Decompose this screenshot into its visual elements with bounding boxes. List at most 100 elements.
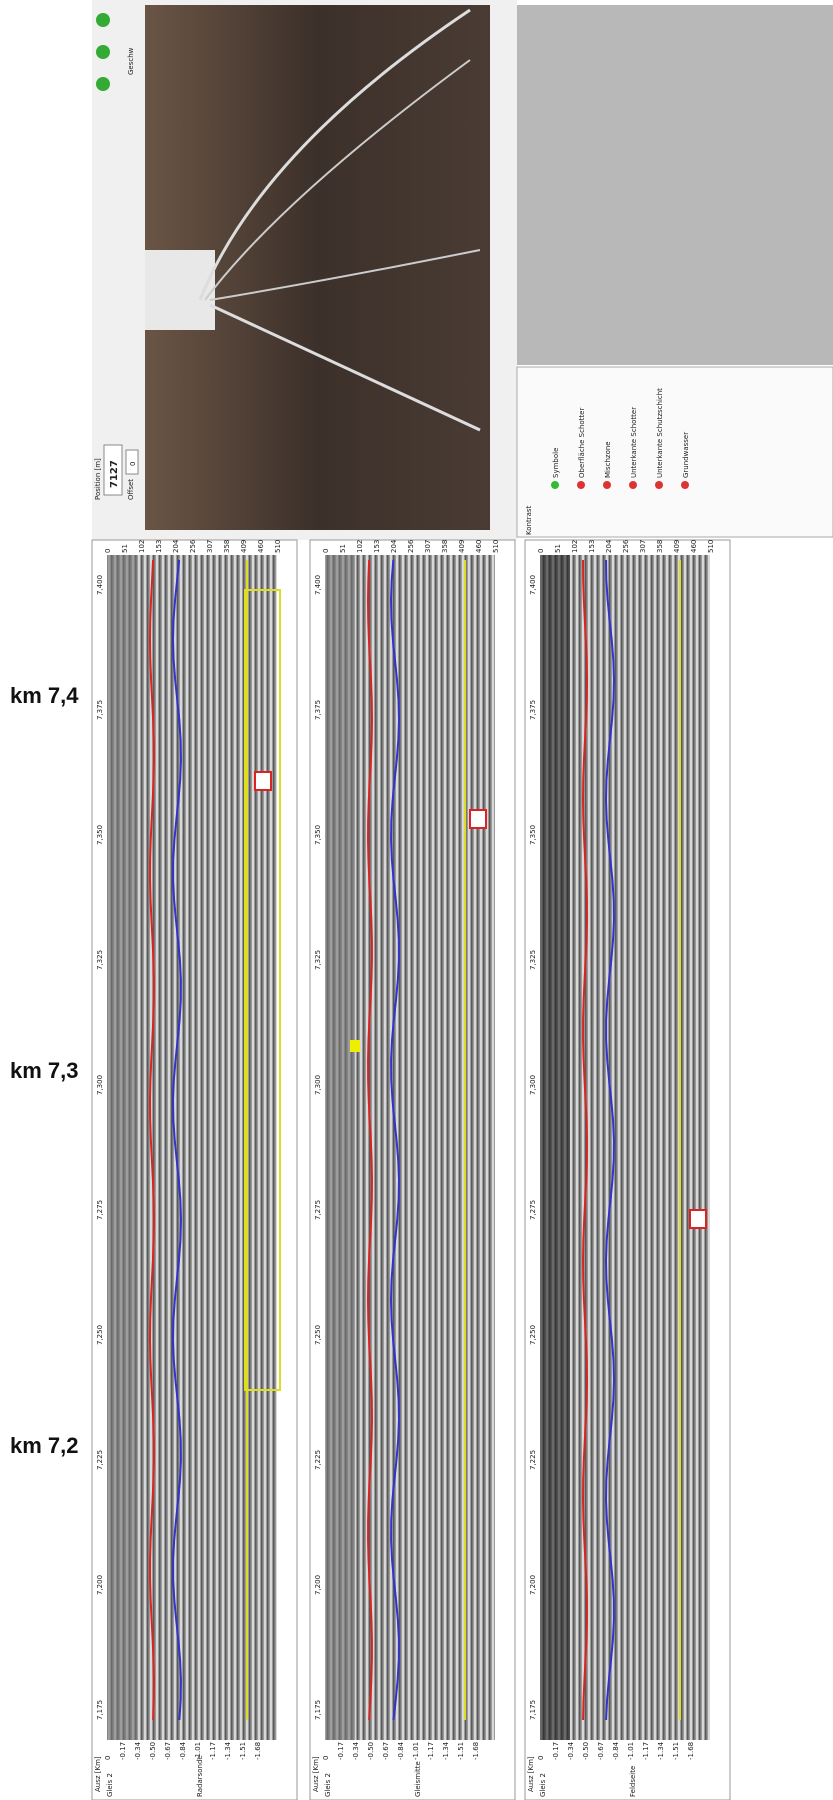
axis-title: Ausz [Km] <box>527 1756 535 1792</box>
time-tick-label: 51 <box>121 544 129 553</box>
distance-tick-label: 7,200 <box>96 1575 104 1595</box>
panel-caption: Gleismitte <box>414 1761 422 1797</box>
time-tick-label: 256 <box>407 539 415 553</box>
distance-tick-label: 7,400 <box>314 575 322 595</box>
time-tick-label: 307 <box>639 540 647 553</box>
legend-dot[interactable] <box>681 481 689 489</box>
direct-wave <box>540 555 570 1740</box>
time-tick-label: 510 <box>492 540 500 553</box>
depth-tick-label: -1.51 <box>672 1742 680 1760</box>
legend-dot[interactable] <box>655 481 663 489</box>
marker[interactable] <box>350 1040 360 1052</box>
legend-item: Symbole <box>552 448 560 478</box>
distance-tick-label: 7,175 <box>96 1700 104 1720</box>
depth-tick-label: -0.50 <box>367 1742 375 1760</box>
depth-tick-label: -1.17 <box>642 1742 650 1760</box>
depth-tick-label: -1.68 <box>254 1742 262 1760</box>
distance-tick-label: 7,400 <box>96 575 104 595</box>
distance-tick-label: 7,200 <box>314 1575 322 1595</box>
panel-caption: Feldseite <box>629 1766 637 1797</box>
depth-tick-label: -1.17 <box>209 1742 217 1760</box>
direct-wave <box>325 555 355 1740</box>
legend-dot[interactable] <box>603 481 611 489</box>
time-tick-label: 204 <box>390 539 398 553</box>
distance-tick-label: 7,250 <box>96 1325 104 1345</box>
time-tick-label: 256 <box>189 539 197 553</box>
distance-tick-label: 7,200 <box>529 1575 537 1595</box>
distance-tick-label: 7,300 <box>96 1075 104 1095</box>
depth-tick-label: -0.67 <box>164 1742 172 1760</box>
time-tick-label: 409 <box>240 540 248 553</box>
offset-value: 0 <box>129 462 137 466</box>
time-tick-label: 204 <box>172 539 180 553</box>
depth-tick-label: -0.17 <box>337 1742 345 1760</box>
distance-tick-label: 7,300 <box>314 1075 322 1095</box>
legend-item: Unterkante Schotter <box>630 407 638 478</box>
depth-tick-label: -0.34 <box>567 1741 575 1760</box>
time-tick-label: 409 <box>458 540 466 553</box>
marker[interactable] <box>690 1210 706 1228</box>
legend-item: Grundwasser <box>682 432 690 478</box>
panel-caption: Radarsonde <box>196 1755 204 1797</box>
play-button[interactable] <box>96 13 110 27</box>
depth-tick-label: -0.67 <box>597 1742 605 1760</box>
depth-tick-label: -0.34 <box>352 1741 360 1760</box>
depth-tick-label: -1.34 <box>224 1741 232 1760</box>
back-button[interactable] <box>96 77 110 91</box>
position-label: Position [m] <box>94 458 102 500</box>
marker[interactable] <box>470 810 486 828</box>
offset-label: Offset <box>127 479 135 500</box>
time-tick-label: 358 <box>441 540 449 553</box>
distance-tick-label: 7,375 <box>314 700 322 720</box>
time-tick-label: 256 <box>622 539 630 553</box>
distance-tick-label: 7,275 <box>96 1200 104 1220</box>
legend-dot[interactable] <box>577 481 585 489</box>
depth-tick-label: -1.68 <box>687 1742 695 1760</box>
depth-tick-label: -0.84 <box>179 1741 187 1760</box>
channel-label: Gleis 2 <box>539 1773 547 1797</box>
axis-title: Ausz [Km] <box>312 1756 320 1792</box>
distance-tick-label: 7,225 <box>529 1450 537 1470</box>
depth-tick-label: -1.34 <box>657 1741 665 1760</box>
legend-dot[interactable] <box>551 481 559 489</box>
channel-label: Gleis 2 <box>324 1773 332 1797</box>
distance-tick-label: 7,275 <box>529 1200 537 1220</box>
legend-dot[interactable] <box>629 481 637 489</box>
depth-tick-label: -0.84 <box>612 1741 620 1760</box>
depth-tick-label: -0.17 <box>119 1742 127 1760</box>
distance-tick-label: 7,400 <box>529 575 537 595</box>
direct-wave <box>107 555 137 1740</box>
time-tick-label: 460 <box>690 540 698 553</box>
time-tick-label: 307 <box>424 540 432 553</box>
legend-item: Unterkante Schutzschicht <box>656 388 664 478</box>
depth-tick-label: -1.17 <box>427 1742 435 1760</box>
marker[interactable] <box>255 772 271 790</box>
distance-tick-label: 7,175 <box>529 1700 537 1720</box>
axis-title: Ausz [Km] <box>94 1756 102 1792</box>
distance-tick-label: 7,350 <box>314 825 322 845</box>
depth-tick-label: -1.51 <box>239 1742 247 1760</box>
depth-tick-label: -1.01 <box>627 1742 635 1760</box>
depth-tick-label: -1.34 <box>442 1741 450 1760</box>
distance-tick-label: 7,250 <box>529 1325 537 1345</box>
time-tick-label: 0 <box>104 549 112 553</box>
distance-tick-label: 7,275 <box>314 1200 322 1220</box>
depth-tick-label: -0.17 <box>552 1742 560 1760</box>
stop-button[interactable] <box>96 45 110 59</box>
km-label: km 7,3 <box>10 1058 79 1083</box>
screen: km 7,4km 7,3km 7,2Position [m]7127Offset… <box>0 0 833 1800</box>
legend-item: Mischzone <box>604 441 612 478</box>
time-tick-label: 460 <box>257 540 265 553</box>
distance-tick-label: 7,175 <box>314 1700 322 1720</box>
depth-tick-label: -0.67 <box>382 1742 390 1760</box>
contrast-label: Kontrast <box>525 505 533 535</box>
km-label: km 7,2 <box>10 1433 79 1458</box>
speed-label: Geschw <box>127 47 135 75</box>
time-tick-label: 510 <box>707 540 715 553</box>
distance-tick-label: 7,325 <box>96 950 104 970</box>
time-tick-label: 153 <box>588 540 596 553</box>
distance-tick-label: 7,300 <box>529 1075 537 1095</box>
legend-item: Oberfläche Schotter <box>578 408 586 478</box>
depth-tick-label: -1.68 <box>472 1742 480 1760</box>
km-label: km 7,4 <box>10 683 79 708</box>
